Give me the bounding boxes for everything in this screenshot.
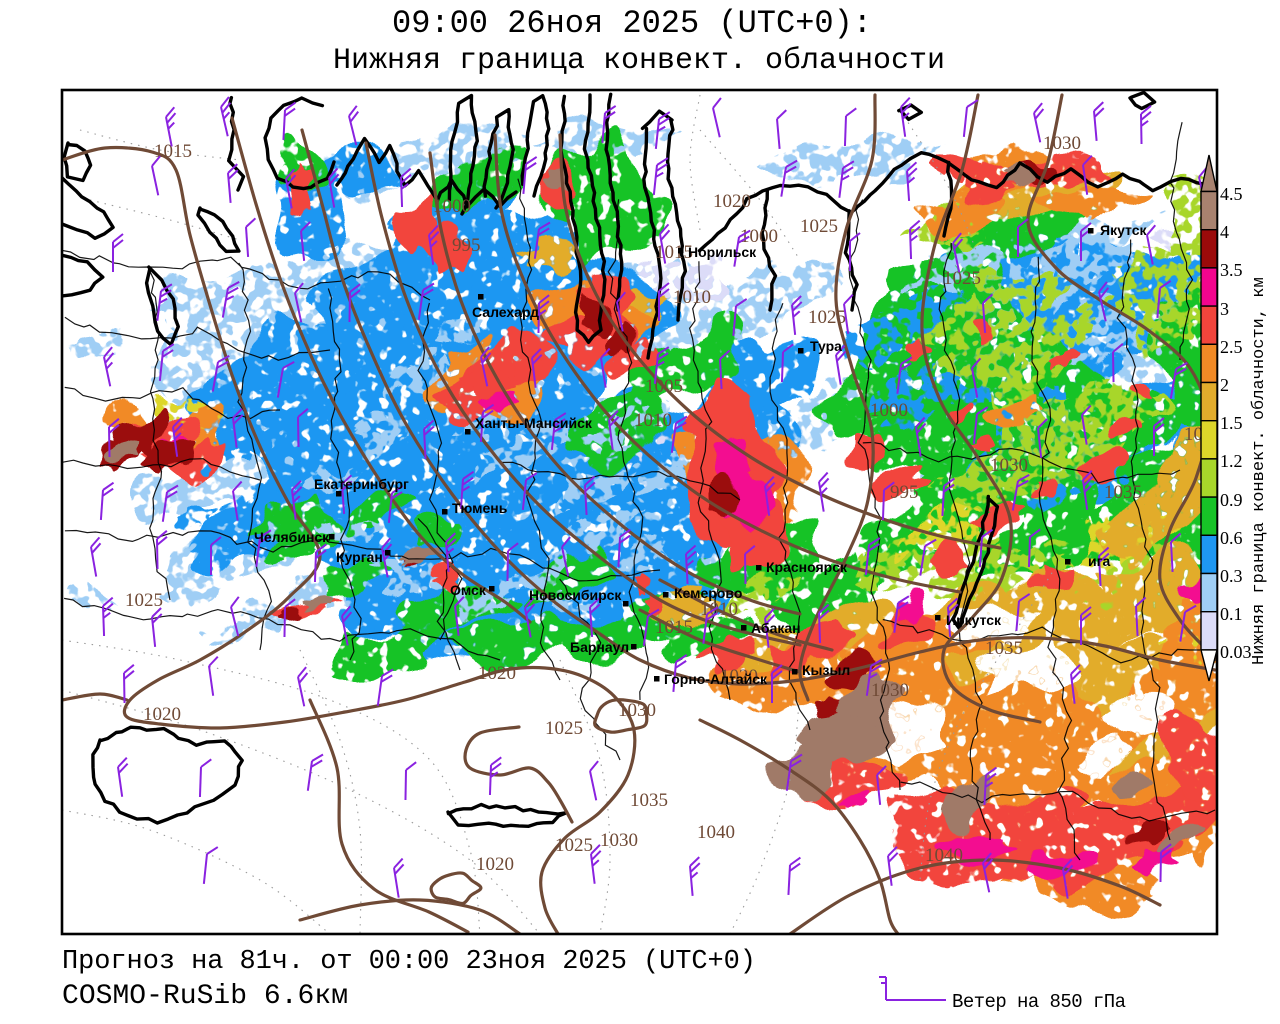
svg-text:Иркутск: Иркутск <box>946 612 1002 628</box>
svg-text:2: 2 <box>1220 375 1229 395</box>
svg-text:0.9: 0.9 <box>1220 490 1243 510</box>
svg-text:1005: 1005 <box>645 376 683 397</box>
svg-text:1020: 1020 <box>713 191 751 212</box>
svg-text:3: 3 <box>1220 299 1229 319</box>
svg-text:1025: 1025 <box>125 590 163 611</box>
svg-text:1025: 1025 <box>545 718 583 739</box>
svg-text:1000: 1000 <box>870 400 908 421</box>
svg-text:1020: 1020 <box>720 666 758 687</box>
svg-text:Красноярск: Красноярск <box>766 559 848 575</box>
svg-text:1030: 1030 <box>871 680 909 701</box>
svg-text:1020: 1020 <box>143 704 181 725</box>
svg-text:1040: 1040 <box>925 845 963 866</box>
svg-text:1030: 1030 <box>600 830 638 851</box>
svg-text:Горно-Алтайск: Горно-Алтайск <box>664 671 768 687</box>
svg-text:Салехард: Салехард <box>472 304 539 320</box>
svg-text:Нижняя граница конвект. облачн: Нижняя граница конвект. облачности, км <box>1250 277 1269 665</box>
svg-text:Тура: Тура <box>810 338 842 354</box>
svg-text:1000: 1000 <box>433 196 471 217</box>
svg-text:Тюмень: Тюмень <box>452 500 508 516</box>
svg-text:1.2: 1.2 <box>1220 451 1243 471</box>
svg-text:Нижняя граница конвект. облачн: Нижняя граница конвект. облачности <box>333 44 945 78</box>
svg-text:1025: 1025 <box>943 268 981 289</box>
svg-text:09:00 26ноя 2025 (UTC+0):: 09:00 26ноя 2025 (UTC+0): <box>392 5 872 42</box>
svg-text:Ханты-Мансийск: Ханты-Мансийск <box>475 415 593 431</box>
svg-text:Курган: Курган <box>336 549 383 565</box>
svg-text:4: 4 <box>1220 222 1229 242</box>
svg-text:1.5: 1.5 <box>1220 413 1243 433</box>
svg-text:Норильск: Норильск <box>688 244 757 260</box>
svg-text:1030: 1030 <box>1043 133 1081 154</box>
svg-text:1025: 1025 <box>800 216 838 237</box>
svg-text:0.6: 0.6 <box>1220 528 1243 548</box>
svg-text:1010: 1010 <box>673 287 711 308</box>
svg-text:995: 995 <box>452 235 481 256</box>
svg-text:3.5: 3.5 <box>1220 260 1243 280</box>
svg-text:4.5: 4.5 <box>1220 184 1243 204</box>
svg-text:COSMO-RuSib 6.6км: COSMO-RuSib 6.6км <box>62 981 348 1012</box>
svg-text:0.1: 0.1 <box>1220 604 1243 624</box>
svg-text:1020: 1020 <box>476 854 514 875</box>
svg-text:Ветер на 850 гПа: Ветер на 850 гПа <box>952 991 1126 1013</box>
svg-text:1010: 1010 <box>634 410 672 431</box>
svg-text:0.03: 0.03 <box>1220 642 1252 662</box>
svg-text:Абакан: Абакан <box>751 620 801 636</box>
svg-text:Челябинск: Челябинск <box>254 529 330 545</box>
svg-text:1040: 1040 <box>697 822 735 843</box>
svg-text:1035: 1035 <box>630 790 668 811</box>
svg-text:1025: 1025 <box>808 307 846 328</box>
svg-text:1035: 1035 <box>1104 482 1142 503</box>
svg-text:1015: 1015 <box>154 141 192 162</box>
svg-text:Кемерово: Кемерово <box>674 585 742 601</box>
svg-text:Екатеринбург: Екатеринбург <box>314 476 409 492</box>
svg-text:1025: 1025 <box>555 835 593 856</box>
svg-text:ига: ига <box>1088 553 1110 569</box>
svg-text:1010: 1010 <box>700 599 738 620</box>
svg-text:Новосибирск: Новосибирск <box>529 587 622 603</box>
svg-text:1035: 1035 <box>985 638 1023 659</box>
svg-text:1020: 1020 <box>478 663 516 684</box>
svg-text:Кызыл: Кызыл <box>802 662 850 678</box>
svg-text:Якутск: Якутск <box>1100 222 1147 238</box>
svg-text:Барнаул: Барнаул <box>570 639 629 655</box>
svg-text:0.3: 0.3 <box>1220 566 1243 586</box>
svg-text:1030: 1030 <box>618 700 656 721</box>
svg-text:Омск: Омск <box>450 582 487 598</box>
svg-text:2.5: 2.5 <box>1220 337 1243 357</box>
svg-text:1015: 1015 <box>655 617 693 638</box>
svg-text:1030: 1030 <box>990 455 1028 476</box>
svg-text:Прогноз на 81ч. от 00:00 23ноя: Прогноз на 81ч. от 00:00 23ноя 2025 (UTC… <box>62 947 756 977</box>
svg-text:995: 995 <box>890 482 919 503</box>
